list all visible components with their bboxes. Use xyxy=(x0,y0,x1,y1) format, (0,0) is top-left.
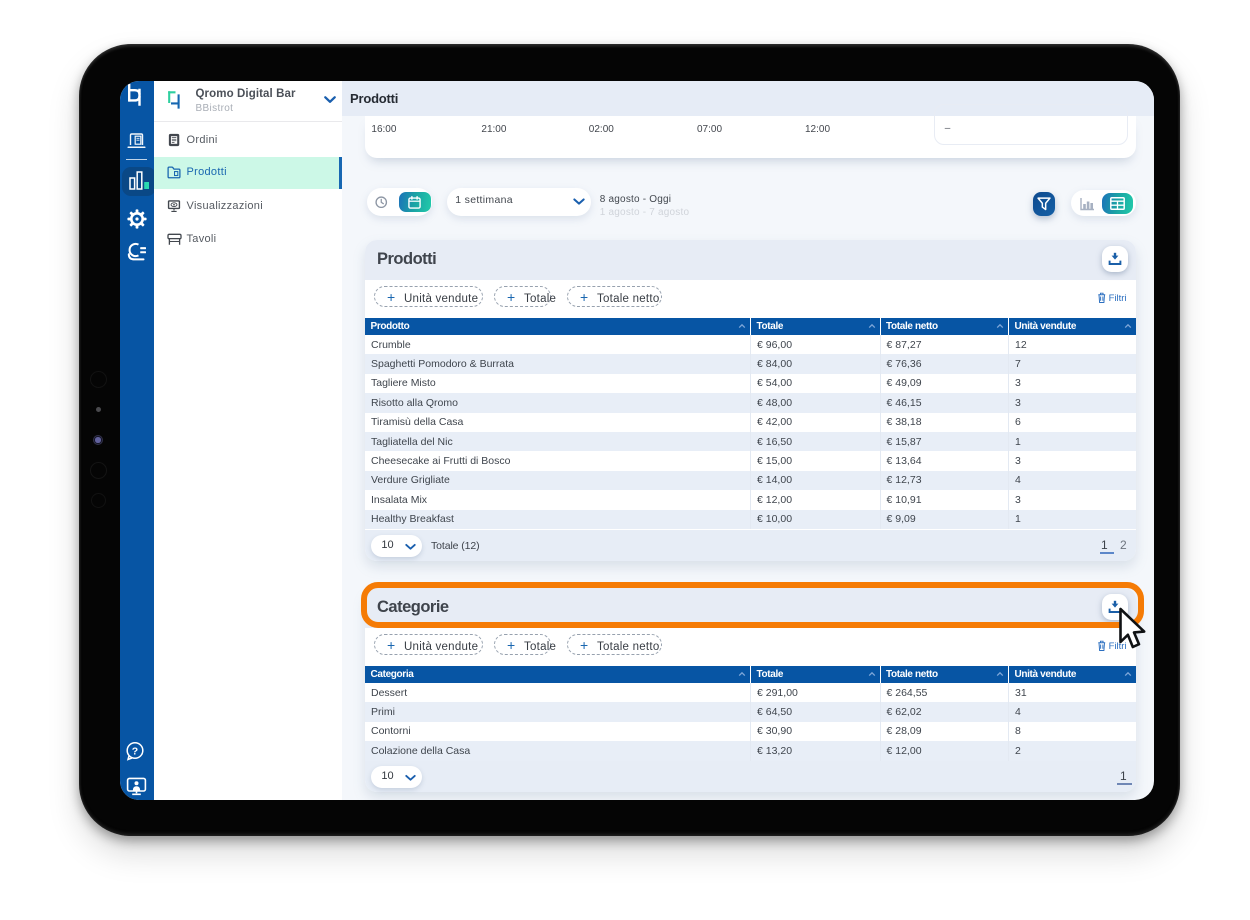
svg-text:?: ? xyxy=(132,745,138,757)
